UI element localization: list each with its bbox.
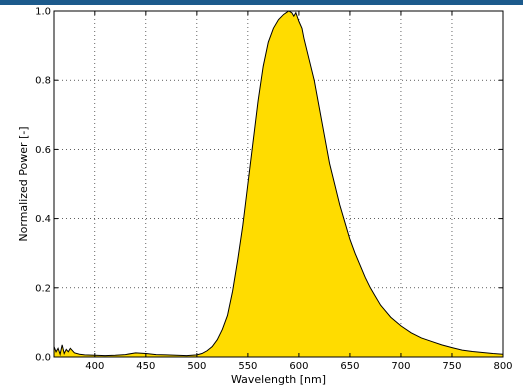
y-tick-label: 0.0 (35, 353, 51, 364)
x-tick-label: 700 (391, 361, 410, 372)
x-tick-label: 600 (289, 361, 308, 372)
y-tick-label: 0.2 (35, 283, 51, 294)
x-tick-label: 400 (85, 361, 104, 372)
y-tick-label: 1.0 (35, 7, 51, 18)
y-tick-label: 0.6 (35, 145, 51, 156)
x-axis-label: Wavelength [nm] (231, 373, 326, 386)
x-tick-label: 500 (187, 361, 206, 372)
spectrum-area-fill (54, 11, 503, 357)
x-tick-label: 550 (238, 361, 257, 372)
top-bar (0, 0, 523, 5)
x-tick-label: 750 (442, 361, 461, 372)
plot-frame (53, 10, 504, 358)
y-tick-label: 0.4 (35, 214, 51, 225)
x-tick-label: 650 (340, 361, 359, 372)
tick-layer: 400 450 500 550 600 650 700 750 800 0.0 0.2 0.4 0.6 0… (35, 7, 512, 373)
spectrum-line (53, 10, 504, 357)
y-tick-label: 0.8 (35, 76, 51, 87)
y-axis-label: Normalized Power [-] (17, 126, 30, 241)
x-tick-label: 800 (493, 361, 512, 372)
x-tick-label: 450 (136, 361, 155, 372)
